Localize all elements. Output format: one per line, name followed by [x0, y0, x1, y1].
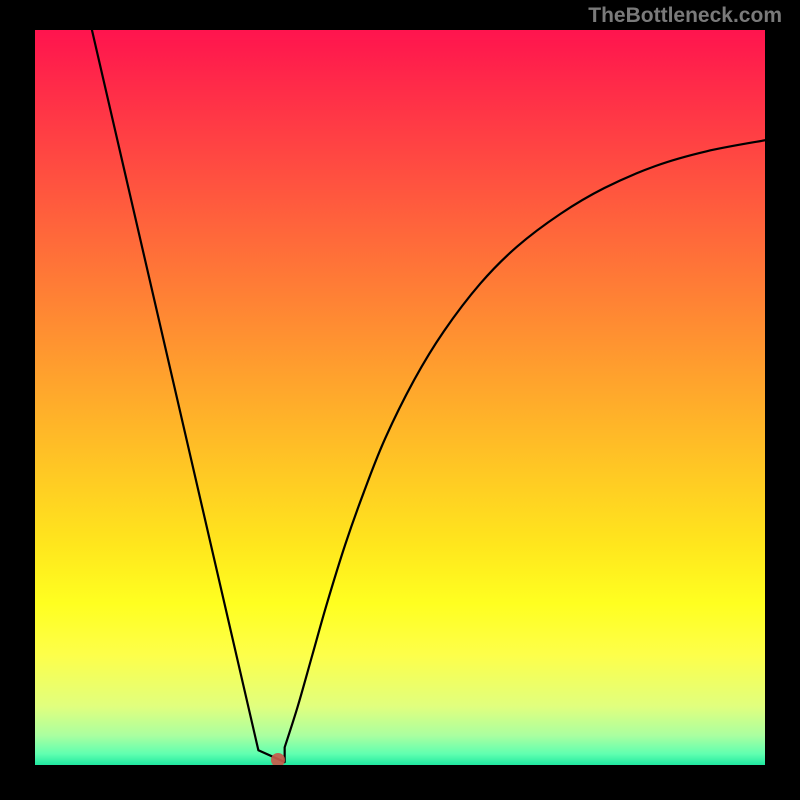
- chart-container: TheBottleneck.com: [0, 0, 800, 800]
- plot-area: [35, 30, 765, 765]
- curve-layer: [35, 30, 765, 765]
- optimal-point-marker: [271, 753, 285, 765]
- watermark-text: TheBottleneck.com: [588, 4, 782, 28]
- bottleneck-curve: [92, 30, 765, 762]
